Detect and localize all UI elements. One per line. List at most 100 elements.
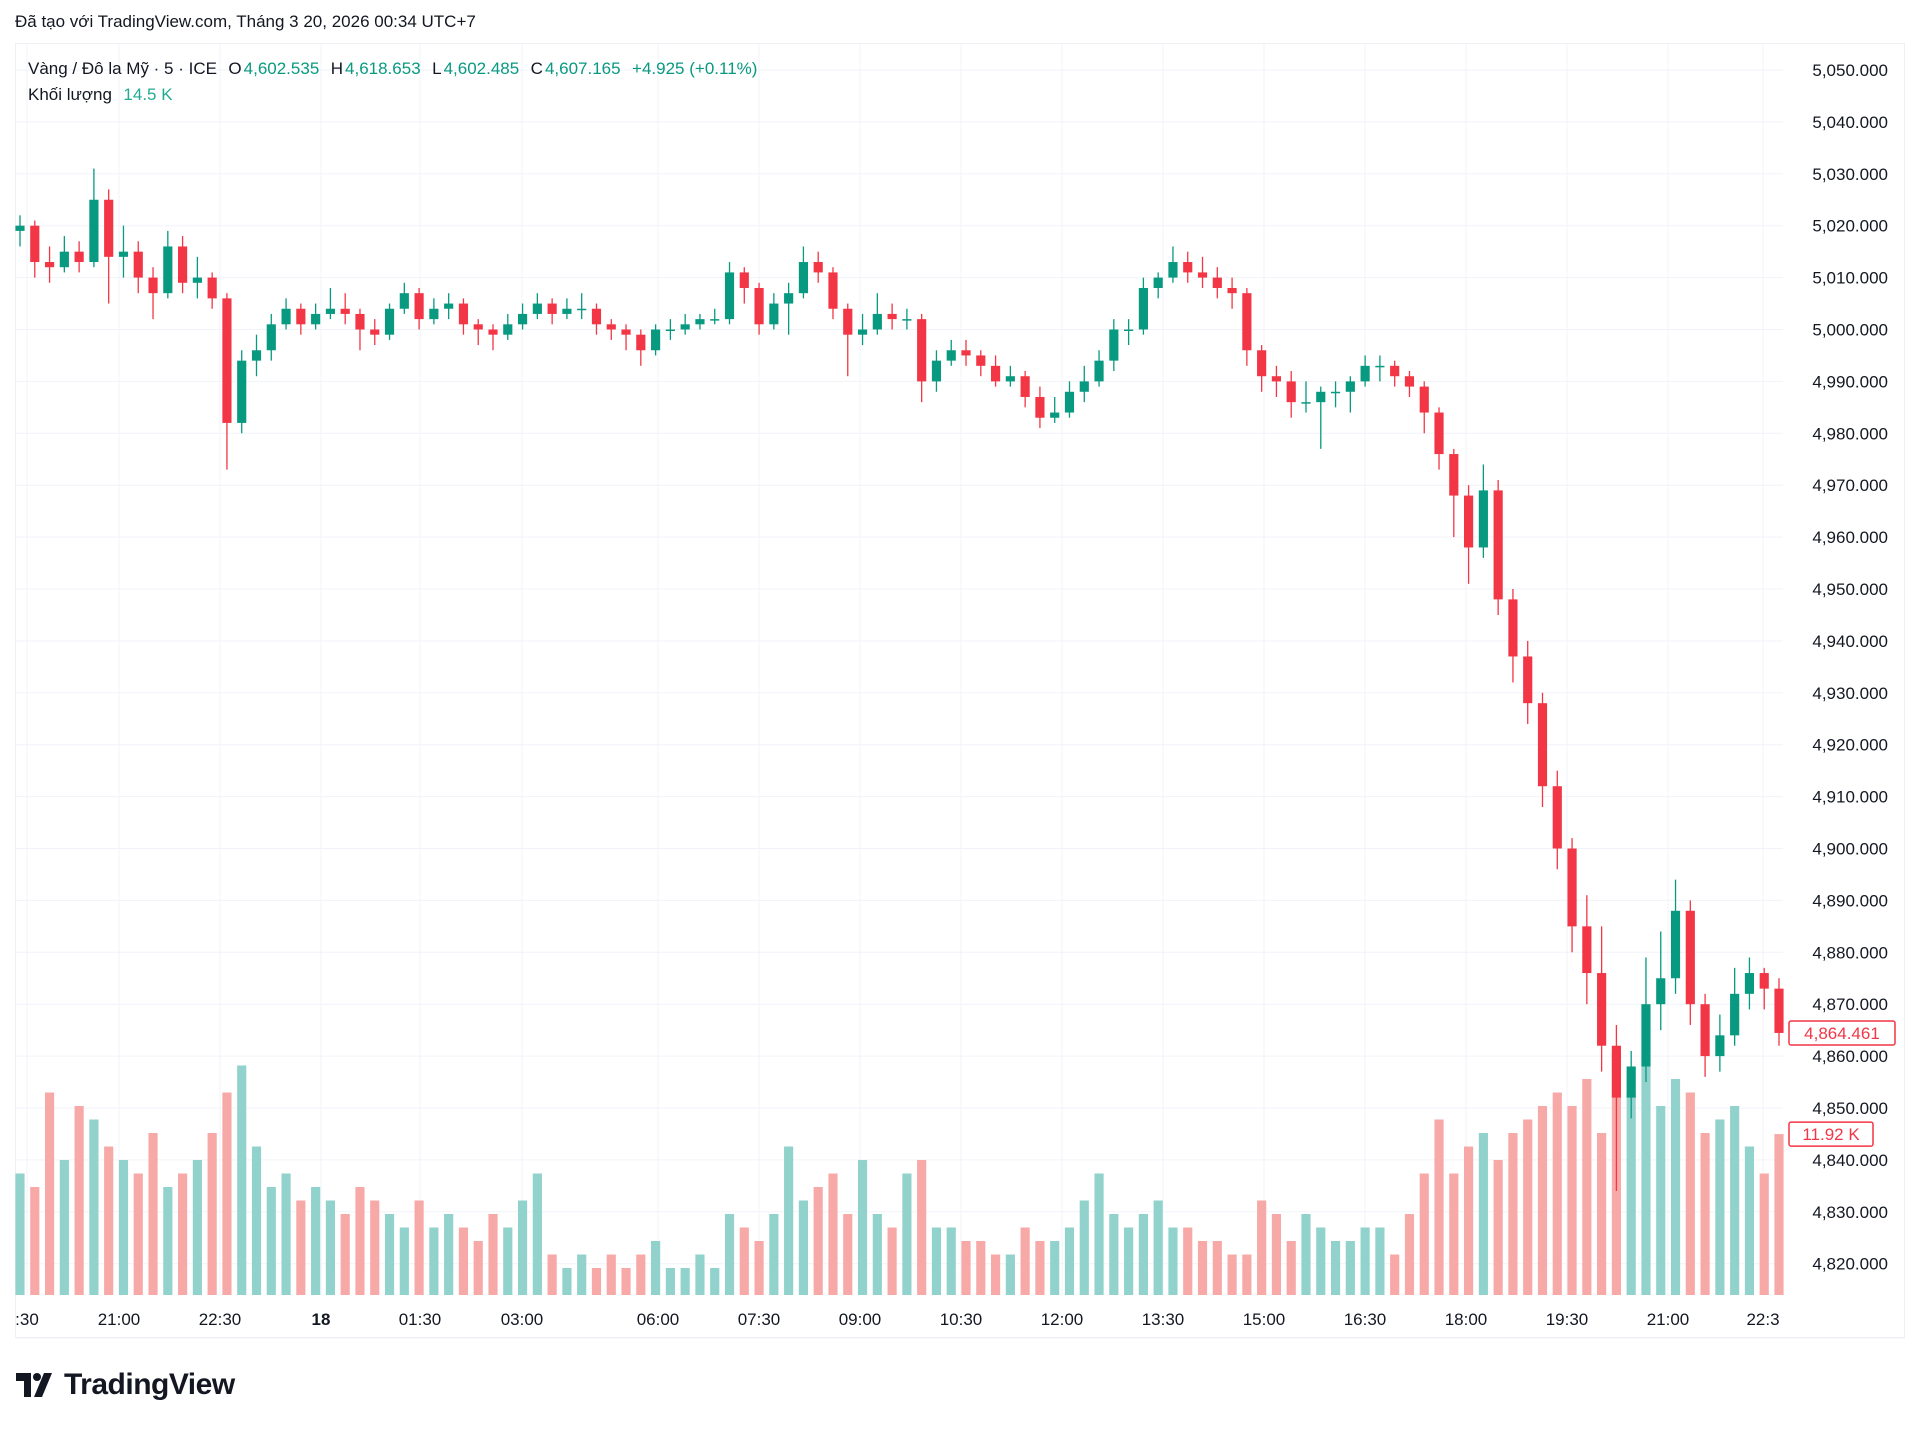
candle-body	[429, 308, 439, 320]
candle-body	[591, 308, 602, 325]
price-tick-label: 4,920.000	[1812, 736, 1888, 755]
candle-body	[1656, 978, 1666, 1005]
candle-body	[1064, 391, 1075, 413]
volume-bar	[30, 1187, 40, 1295]
candle-body	[311, 313, 321, 325]
volume-bars	[15, 1052, 1784, 1295]
candle-body	[1670, 910, 1681, 979]
volume-bar	[1670, 1079, 1681, 1295]
volume-bar	[1124, 1227, 1134, 1295]
candle-body	[1685, 910, 1695, 1005]
volume-bar	[813, 1187, 823, 1295]
volume-bar	[1744, 1146, 1755, 1295]
time-tick-label: 07:30	[738, 1310, 781, 1329]
candle-body	[1434, 412, 1444, 455]
volume-bar	[237, 1065, 247, 1295]
time-tick-label: 13:30	[1142, 1310, 1185, 1329]
candle-body	[1759, 973, 1769, 989]
candle-body	[872, 313, 882, 330]
volume-bar	[207, 1133, 217, 1295]
volume-bar	[872, 1214, 882, 1295]
candle-body	[1079, 381, 1089, 392]
volume-bar	[1109, 1214, 1119, 1295]
price-tick-label: 4,990.000	[1812, 372, 1888, 391]
volume-bar	[148, 1133, 158, 1295]
symbol-name[interactable]: Vàng / Đô la Mỹ · 5 · ICE	[28, 59, 217, 78]
candle-body	[1478, 490, 1488, 548]
candle-body	[1611, 1045, 1621, 1098]
volume-bar	[1138, 1214, 1148, 1295]
candle-body	[724, 272, 735, 320]
candle-body	[636, 334, 646, 351]
open-label: O	[228, 59, 242, 78]
volume-bar	[739, 1227, 749, 1295]
candle-body	[355, 313, 365, 330]
volume-bar	[311, 1187, 321, 1295]
candle-body	[74, 251, 84, 263]
candle-body	[1330, 391, 1341, 394]
volume-bar	[1567, 1106, 1577, 1295]
volume-bar	[429, 1227, 439, 1295]
time-tick-label: 18:00	[1445, 1310, 1488, 1329]
volume-bar	[1375, 1227, 1385, 1295]
candle-body	[384, 308, 395, 335]
time-tick-label: :30	[15, 1310, 39, 1329]
candles	[15, 168, 1784, 1192]
volume-bar	[1094, 1173, 1104, 1295]
candle-body	[399, 293, 409, 309]
candle-body	[1168, 262, 1178, 278]
volume-bar	[1434, 1119, 1444, 1295]
volume-bar	[1449, 1173, 1459, 1295]
candle-body	[813, 262, 823, 273]
candle-body	[503, 324, 513, 335]
volume-bar	[902, 1173, 912, 1295]
volume-bar	[1286, 1241, 1296, 1295]
candle-body	[15, 225, 25, 231]
volume-bar	[340, 1214, 350, 1295]
volume-bar	[1153, 1200, 1163, 1295]
tradingview-logo[interactable]: TradingView	[16, 1368, 235, 1402]
volume-bar	[710, 1268, 720, 1295]
candle-body	[990, 365, 1001, 382]
volume-bar	[251, 1146, 262, 1295]
volume-bar	[843, 1214, 853, 1295]
volume-bar	[384, 1214, 395, 1295]
volume-bar	[1656, 1106, 1666, 1295]
time-tick-label: 16:30	[1344, 1310, 1387, 1329]
candle-body	[828, 272, 838, 309]
volume-bar	[1700, 1133, 1710, 1295]
candle-body	[1109, 329, 1119, 361]
volume-label: Khối lượng	[28, 85, 112, 104]
volume-bar	[1345, 1241, 1355, 1295]
volume-bar	[1316, 1227, 1326, 1295]
candle-body	[1360, 365, 1370, 382]
time-tick-label: 22:3	[1746, 1310, 1779, 1329]
time-tick-label: 03:00	[501, 1310, 544, 1329]
logo-text: TradingView	[64, 1368, 235, 1401]
volume-bar	[1330, 1241, 1341, 1295]
price-tick-label: 4,820.000	[1812, 1255, 1888, 1274]
open-value: 4,602.535	[243, 59, 320, 78]
candle-body	[1774, 988, 1784, 1033]
volume-bar	[118, 1160, 129, 1295]
volume-bar	[104, 1146, 114, 1295]
chart-legend: Vàng / Đô la Mỹ · 5 · ICE O 4,602.535 H 4,…	[28, 56, 759, 108]
candle-body	[207, 277, 217, 299]
candle-body	[1153, 277, 1163, 288]
volume-bar	[1360, 1227, 1370, 1295]
volume-bar	[961, 1241, 971, 1295]
candle-body	[1020, 376, 1030, 397]
volume-bar	[325, 1200, 335, 1295]
volume-bar	[517, 1200, 528, 1295]
candle-body	[251, 350, 262, 361]
candle-body	[1730, 993, 1740, 1036]
volume-bar	[1404, 1214, 1415, 1295]
candle-body	[562, 308, 572, 314]
volume-bar	[1301, 1214, 1311, 1295]
volume-bar	[1493, 1160, 1503, 1295]
candle-body	[1537, 703, 1548, 787]
candle-body	[1508, 599, 1518, 657]
candle-body	[1212, 277, 1222, 288]
close-value: 4,607.165	[544, 59, 621, 78]
